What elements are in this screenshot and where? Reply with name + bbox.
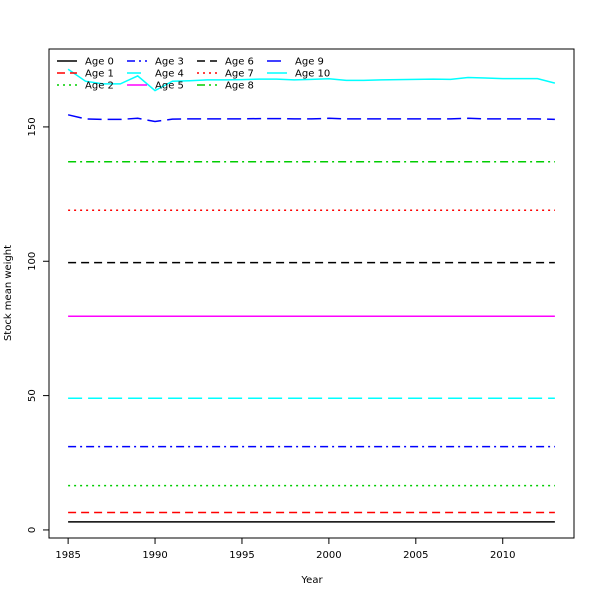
x-axis: 1985 1990 1995 2000 2005 2010 [55,537,515,561]
y-tick-label: 100 [27,252,38,271]
legend-label: Age 10 [295,69,330,80]
legend-label: Age 9 [295,57,324,68]
legend-label: Age 5 [155,81,184,92]
legend-label: Age 4 [155,69,184,80]
y-axis-title: Stock mean weight [3,245,14,341]
x-axis-title: Year [300,575,323,586]
series-line-age-10 [67,68,556,92]
legend-label: Age 7 [225,69,254,80]
x-tick-label: 2010 [490,550,515,561]
y-tick-label: 0 [27,527,38,533]
series-layer [67,68,556,523]
y-tick-label: 50 [27,389,38,402]
x-tick-label: 1985 [55,550,80,561]
x-tick-label: 2000 [316,550,341,561]
x-tick-label: 2005 [403,550,428,561]
y-axis: 0 50 100 150 [27,117,49,533]
legend-label: Age 8 [225,81,254,92]
plot-frame [48,48,575,539]
series-line-age-9 [67,114,555,123]
legend-label: Age 1 [85,69,114,80]
x-tick-label: 1995 [229,550,254,561]
legend-label: Age 3 [155,57,184,68]
legend-label: Age 2 [85,81,114,92]
y-tick-label: 150 [27,117,38,136]
x-tick-label: 1990 [142,550,167,561]
legend-label: Age 6 [225,57,254,68]
legend-label: Age 0 [85,57,114,68]
